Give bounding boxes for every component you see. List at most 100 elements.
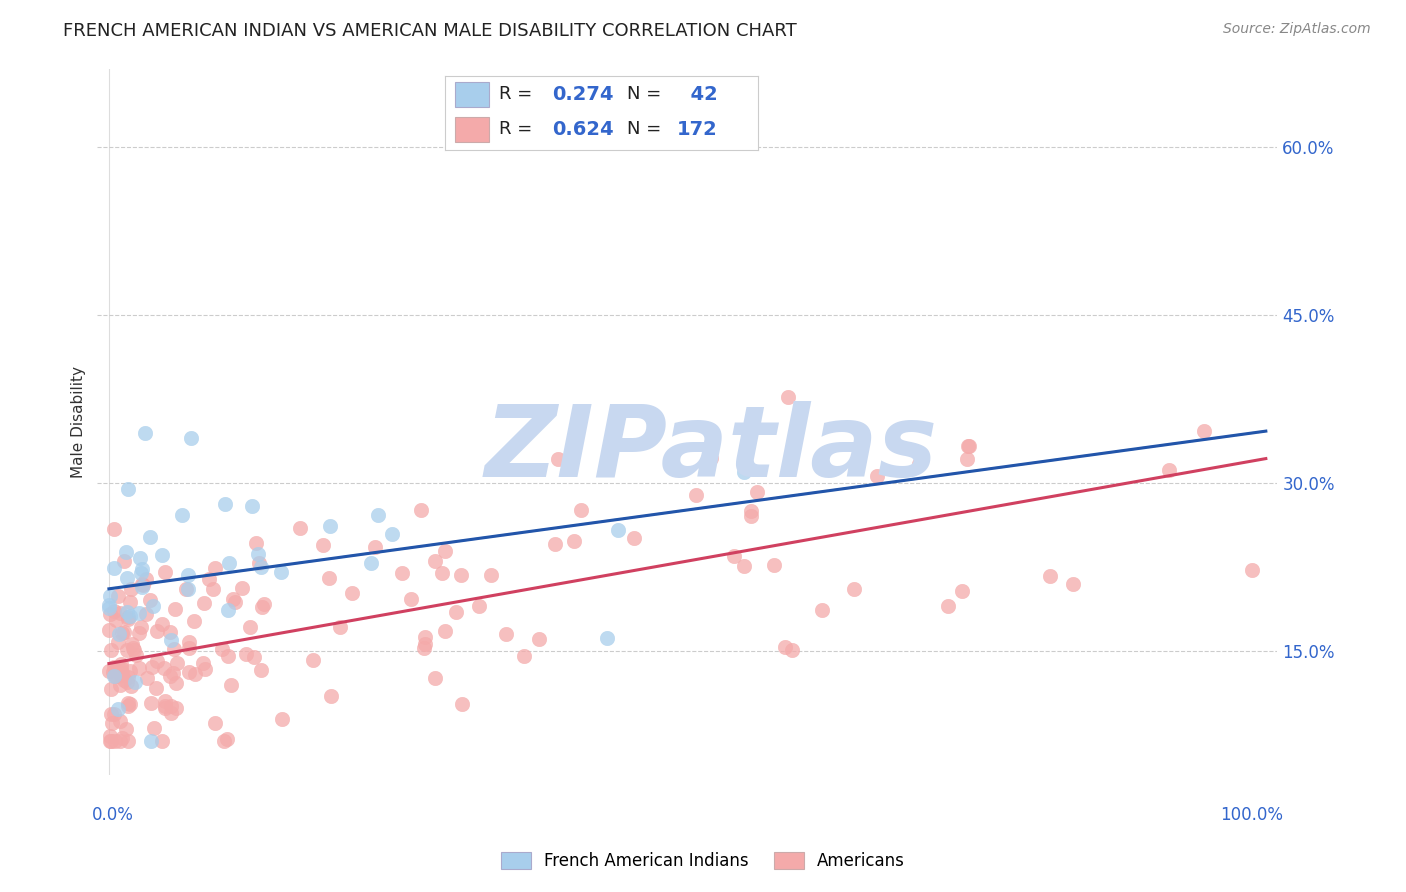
Point [177,582,200,596]
Point [162,665,184,680]
Text: 100.0%: 100.0% [1220,806,1284,824]
Point [150,734,173,748]
Point [252,599,274,614]
Text: 0.0%: 0.0% [91,806,134,824]
Point [165,676,187,690]
Point [100,734,122,748]
Point [117,612,139,626]
Point [217,603,239,617]
Point [217,649,239,664]
Point [224,595,246,609]
Point [411,503,433,517]
Point [110,714,132,728]
Point [98,601,121,615]
Point [146,624,169,638]
Point [740,503,762,517]
Point [135,671,157,685]
Point [117,483,139,497]
Point [776,390,799,404]
Point [110,660,132,674]
Point [150,549,173,563]
Point [312,538,335,552]
Point [329,620,352,634]
Point [141,734,163,748]
Point [364,541,387,555]
Point [166,656,188,670]
Point [340,586,363,600]
Point [733,559,755,574]
Point [235,647,257,661]
Point [120,582,142,596]
Point [114,545,136,559]
Point [107,635,129,649]
Point [121,636,143,650]
Point [129,566,152,581]
Point [1039,569,1062,583]
Point [103,604,125,618]
Point [177,568,200,582]
Point [117,696,139,710]
Point [112,624,135,639]
Text: ZIPatlas: ZIPatlas [485,401,938,499]
Point [117,605,139,619]
Point [100,643,122,657]
Point [142,599,165,614]
Point [117,734,139,748]
Point [399,592,422,607]
Point [134,425,156,440]
Point [219,678,242,692]
Point [434,624,457,638]
Point [318,570,340,584]
Point [131,620,153,634]
Point [423,554,446,568]
Point [98,623,121,637]
Point [120,664,142,678]
Point [773,640,796,654]
Point [108,678,131,692]
Point [218,556,240,570]
Point [434,544,457,558]
Y-axis label: Male Disability: Male Disability [72,366,86,477]
Text: Source: ZipAtlas.com: Source: ZipAtlas.com [1223,22,1371,37]
Point [956,451,979,466]
Point [131,580,153,594]
Point [198,573,221,587]
Point [115,723,138,737]
Point [155,700,177,714]
Point [117,642,139,657]
Point [866,469,889,483]
Point [908,457,931,471]
Point [544,537,567,551]
Point [117,699,139,714]
Point [138,593,160,607]
Point [204,560,226,574]
Point [131,577,153,591]
Point [183,614,205,628]
Point [153,694,176,708]
Point [685,488,707,502]
Point [159,706,181,721]
Point [247,556,270,570]
Point [128,606,150,620]
Point [98,729,121,743]
Point [107,589,129,603]
Point [135,573,157,587]
Point [595,631,617,645]
Point [249,663,271,677]
Point [117,670,139,684]
Point [231,581,253,595]
Point [527,632,550,646]
Point [150,617,173,632]
Point [172,508,194,522]
Point [141,659,163,673]
Point [936,599,959,613]
Point [184,667,207,681]
Point [321,689,343,703]
Point [723,549,745,564]
Point [110,607,132,621]
Point [121,640,143,655]
Point [165,701,187,715]
Point [957,439,980,453]
Point [204,716,226,731]
Point [111,625,134,640]
